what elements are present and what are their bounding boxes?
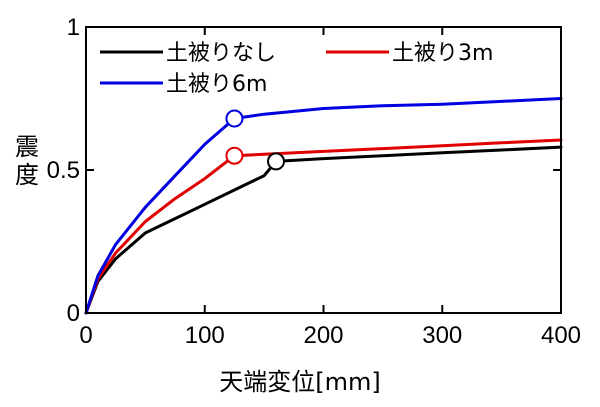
- series-line-0: [84, 145, 563, 315]
- legend: 土被りなし 土被り3m 土被り6m: [100, 41, 493, 97]
- marker-layer: [225, 109, 285, 171]
- x-tick-label-3: 300: [422, 322, 462, 349]
- series-marker-1: [225, 146, 244, 165]
- x-tick-label-4: 400: [541, 322, 581, 349]
- y-tick-label-1: 0.5: [47, 157, 80, 184]
- series-line-2: [84, 97, 563, 315]
- legend-label-none: 土被りなし: [166, 41, 276, 66]
- x-tick-label-2: 200: [303, 322, 343, 349]
- x-tick-label-0: 0: [79, 322, 92, 349]
- y-tick-label-2: 1: [67, 14, 80, 41]
- legend-label-3m: 土被り3m: [392, 41, 493, 66]
- series-marker-0: [267, 152, 285, 171]
- plot-frame: [85, 26, 562, 314]
- y-axis-title-char-2: 度: [15, 161, 39, 189]
- x-tick-label-1: 100: [185, 322, 225, 349]
- x-axis-title: 天端変位[mm]: [219, 368, 380, 396]
- y-tick-label-0: 0: [67, 300, 80, 327]
- y-axis-title-char-1: 震: [15, 133, 39, 161]
- series-layer: [84, 97, 563, 315]
- legend-label-6m: 土被り6m: [166, 72, 267, 97]
- tick-layer: 0 100 200 300 400 0 0.5 1: [47, 14, 581, 349]
- y-axis-title: 震 度: [15, 133, 39, 189]
- series-marker-2: [225, 109, 244, 128]
